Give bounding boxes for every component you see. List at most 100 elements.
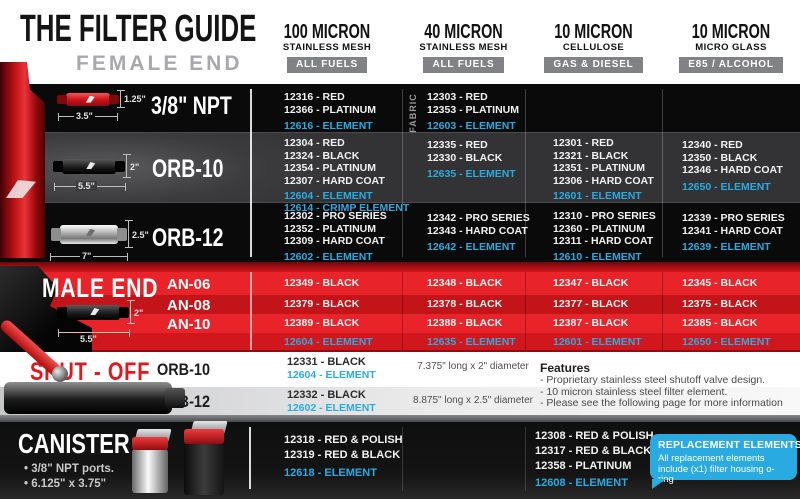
cell: 12601 - ELEMENT bbox=[525, 333, 662, 350]
element-number: 12604 - ELEMENT bbox=[287, 369, 376, 381]
cell: 12377 - BLACK bbox=[525, 295, 662, 314]
part-number: 12360 - PLATINUM bbox=[553, 222, 645, 235]
part-number: 12348 - BLACK bbox=[427, 277, 503, 290]
column-divider bbox=[402, 272, 403, 350]
stripe bbox=[0, 262, 800, 272]
diameter-dimension: 1.25" bbox=[124, 94, 146, 104]
part-number: 12345 - BLACK bbox=[682, 277, 758, 290]
part-number: 12347 - BLACK bbox=[553, 277, 629, 290]
column-divider bbox=[402, 427, 403, 491]
cell: 12389 - BLACK bbox=[252, 314, 402, 333]
fuel-badge: GAS & DIESEL bbox=[544, 57, 643, 73]
element-number: 12635 - ELEMENT bbox=[427, 335, 516, 348]
row-label-npt: 3/8" NPT bbox=[151, 92, 232, 120]
part-number: 12349 - BLACK bbox=[284, 277, 360, 290]
element-number: 12604 - ELEMENT bbox=[284, 335, 373, 348]
media-type: MICRO GLASS bbox=[695, 42, 767, 53]
canister-section: CANISTER • 3/8" NPT ports. • 6.125" x 3.… bbox=[0, 415, 800, 499]
cell-orb12-cellulose: 12310 - PRO SERIES 12360 - PLATINUM 1231… bbox=[525, 203, 662, 263]
element-number: 12601 - ELEMENT bbox=[553, 190, 642, 202]
table-row-an06: 12349 - BLACK 12348 - BLACK 12347 - BLAC… bbox=[252, 272, 800, 295]
row-label-orb10: ORB-10 bbox=[157, 360, 211, 379]
column-divider bbox=[525, 427, 526, 491]
part-number: 12389 - BLACK bbox=[284, 317, 360, 330]
label-divider bbox=[250, 89, 252, 257]
element-number: 12616 - ELEMENT bbox=[284, 120, 373, 132]
part-number: 12387 - BLACK bbox=[553, 317, 629, 330]
cell-empty bbox=[662, 84, 800, 132]
part-number: 12350 - BLACK bbox=[682, 151, 758, 164]
column-header-10-micron-glass: 10 MICRON MICRO GLASS E85 / ALCOHOL bbox=[662, 22, 800, 73]
element-number: 12618 - ELEMENT bbox=[284, 467, 377, 479]
stripe bbox=[0, 272, 800, 295]
dimension-line bbox=[123, 154, 131, 178]
micron-rating: 40 MICRON bbox=[424, 21, 503, 43]
part-number: 12302 - PRO SERIES bbox=[284, 210, 387, 222]
stripe bbox=[0, 333, 800, 350]
element-number: 12601 - ELEMENT bbox=[553, 335, 642, 348]
part-number: 12388 - BLACK bbox=[427, 317, 503, 330]
length-dimension: 5.5" bbox=[76, 181, 97, 191]
part-number: 12306 - HARD COAT bbox=[553, 174, 654, 187]
part-number: 12310 - PRO SERIES bbox=[553, 210, 656, 222]
dimension-line bbox=[125, 220, 133, 248]
part-number: 12377 - BLACK bbox=[553, 298, 629, 311]
callout-title: REPLACEMENT ELEMENTS bbox=[658, 439, 800, 451]
stripe bbox=[0, 295, 800, 314]
feature-item: - Please see the following page for more… bbox=[540, 397, 783, 409]
micron-rating: 10 MICRON bbox=[554, 21, 633, 43]
table-row: 12316 - RED 12366 - PLATINUM 12616 - ELE… bbox=[252, 84, 800, 133]
row-label-an10: AN-10 bbox=[167, 316, 211, 333]
part-number: 12358 - PLATINUM bbox=[535, 460, 632, 472]
fabric-note: FABRIC bbox=[407, 93, 418, 133]
media-type: CELLULOSE bbox=[562, 42, 625, 53]
column-divider bbox=[662, 89, 663, 257]
cell-orb10-100micron: 12304 - RED 12324 - BLACK 12354 - PLATIN… bbox=[252, 132, 409, 214]
part-number: 12304 - RED bbox=[284, 137, 345, 149]
part-number: 12301 - RED bbox=[553, 137, 614, 149]
aeromotive-logo-icon bbox=[86, 162, 96, 169]
feature-item: - Proprietary stainless steel shutoff va… bbox=[540, 374, 766, 386]
dimension-line bbox=[117, 90, 125, 108]
column-divider bbox=[662, 272, 663, 350]
cell-npt-100micron: 12316 - RED 12366 - PLATINUM 12616 - ELE… bbox=[252, 84, 402, 132]
element-number: 12650 - ELEMENT bbox=[682, 180, 771, 193]
aeromotive-logo-icon bbox=[85, 95, 95, 103]
cell: 12347 - BLACK bbox=[525, 272, 662, 295]
aeromotive-logo-icon bbox=[6, 180, 36, 198]
label-divider bbox=[250, 272, 252, 350]
cell-canister-100micron: 12318 - RED & POLISH 12319 - RED & BLACK… bbox=[284, 433, 403, 479]
cell: 12387 - BLACK bbox=[525, 314, 662, 333]
cell-empty bbox=[525, 84, 662, 132]
element-number: 12650 - ELEMENT bbox=[682, 335, 771, 348]
part-number: 12342 - PRO SERIES bbox=[427, 212, 530, 224]
table-row: 12302 - PRO SERIES 12352 - PLATINUM 1230… bbox=[252, 203, 800, 263]
part-number: 12316 - RED bbox=[284, 91, 345, 103]
polished-canister bbox=[132, 437, 168, 493]
callout-body: All replacement elements include (x1) fi… bbox=[658, 453, 775, 485]
element-number: 12639 - ELEMENT bbox=[682, 241, 771, 253]
female-end-section: 1.25" 3.5" 3/8" NPT 12316 - RED 12366 - … bbox=[0, 84, 800, 263]
cell-orb12-40micron: 12342 - PRO SERIES 12343 - HARD COAT 126… bbox=[402, 203, 530, 263]
media-type: STAINLESS MESH bbox=[419, 42, 508, 53]
orb10-filter-thumbnail bbox=[53, 159, 125, 174]
length-dimension: 5.5" bbox=[80, 334, 97, 344]
part-number: 12378 - BLACK bbox=[427, 298, 503, 311]
part-number: 12317 - RED & BLACK bbox=[535, 445, 652, 457]
part-number: 12311 - HARD COAT bbox=[553, 235, 654, 247]
column-divider bbox=[402, 89, 403, 257]
section-top-bar bbox=[0, 415, 800, 422]
cell: 12345 - BLACK bbox=[662, 272, 800, 295]
part-number: 12375 - BLACK bbox=[682, 298, 758, 311]
valve-body bbox=[4, 382, 185, 414]
part-number: 12307 - HARD COAT bbox=[284, 174, 385, 187]
micron-rating: 100 MICRON bbox=[283, 21, 371, 43]
shut-off-section: SHUT - OFF ORB-10 12331 - BLACK 12604 - … bbox=[0, 318, 800, 415]
part-number: 12341 - HARD COAT bbox=[682, 224, 783, 237]
npt-filter-thumbnail bbox=[57, 93, 119, 106]
table-row-an10: 12389 - BLACK 12388 - BLACK 12387 - BLAC… bbox=[252, 314, 800, 333]
part-number: 12303 - RED bbox=[427, 91, 488, 103]
size-note: 8.875" long x 2.5" diameter bbox=[413, 395, 533, 406]
length-dimension: 3.5" bbox=[74, 111, 95, 121]
